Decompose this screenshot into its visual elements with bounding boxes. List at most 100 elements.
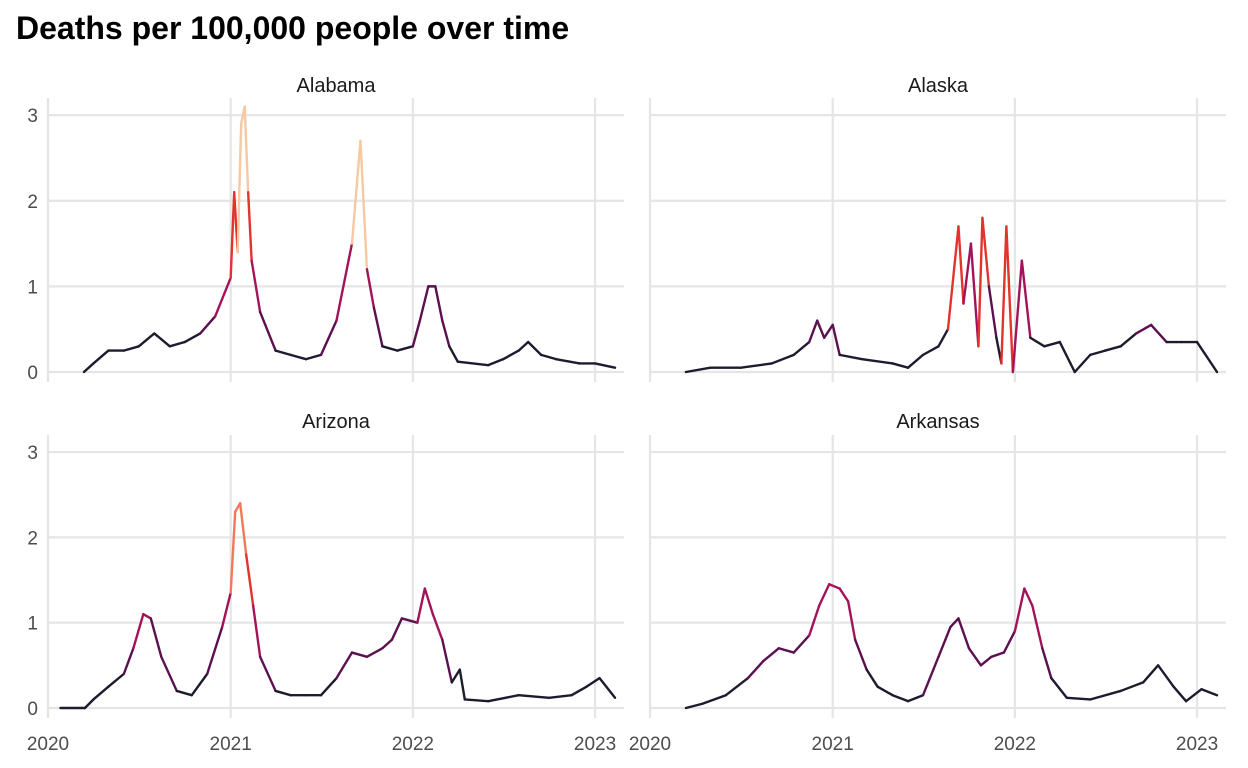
chart-title: Deaths per 100,000 people over time (16, 10, 570, 46)
series-segment (243, 105, 250, 194)
series-segment (423, 587, 435, 616)
series-segment (981, 216, 991, 288)
series-segment (274, 689, 292, 697)
series-segment (396, 345, 415, 352)
series-segment (463, 698, 490, 703)
series-segment (1011, 259, 1024, 374)
series-segment (770, 353, 795, 365)
series-segment (838, 353, 864, 361)
series-segment (229, 510, 237, 595)
y-tick-label: 3 (27, 106, 38, 127)
series-segment (304, 353, 323, 361)
series-segment (335, 651, 354, 680)
series-segment (168, 340, 186, 348)
series-segment (822, 323, 834, 339)
x-tick-label: 2023 (1176, 734, 1218, 755)
series-segment (448, 345, 459, 363)
series-segment (1041, 647, 1053, 680)
series-segment (777, 647, 795, 654)
series-segment (381, 345, 399, 352)
series-segment (487, 357, 505, 367)
series-segment (1073, 353, 1092, 374)
series-segment (570, 685, 588, 697)
series-segment (142, 612, 153, 620)
series-segment (183, 332, 202, 344)
series-segment (1119, 681, 1145, 693)
series-segment (962, 242, 973, 305)
series-segment (853, 638, 868, 671)
series-segment (957, 617, 971, 650)
series-segment (487, 694, 520, 703)
series-segment (122, 345, 141, 352)
series-segment (83, 698, 95, 710)
series-segment (792, 340, 811, 357)
series-segment (1200, 688, 1219, 697)
series-segment (1149, 323, 1168, 344)
series-segment (1000, 225, 1008, 365)
series-segment (1156, 664, 1175, 688)
facet-title: Arizona (302, 411, 371, 433)
series-segment (946, 225, 960, 331)
series-segment (891, 694, 910, 703)
series-segment (937, 625, 952, 659)
series-segment (350, 651, 369, 659)
x-tick-label: 2020 (629, 734, 671, 755)
series-segment (365, 268, 376, 309)
series-segment (92, 685, 110, 701)
series-segment (319, 319, 338, 357)
series-segment (593, 362, 617, 369)
series-segment (107, 672, 126, 688)
series-segment (400, 617, 419, 624)
series-segment (137, 332, 156, 348)
series-segment (335, 242, 354, 322)
series-segment (418, 285, 430, 322)
series-segment (431, 612, 444, 641)
series-segment (526, 340, 543, 357)
series-segment (390, 617, 404, 641)
x-tick-label: 2021 (812, 734, 854, 755)
series-segment (701, 694, 728, 705)
y-tick-label: 0 (27, 363, 38, 384)
series-segment (206, 625, 224, 676)
series-segment (289, 353, 308, 361)
series-segment (153, 332, 171, 348)
series-segment (977, 216, 984, 348)
series-segment (381, 638, 394, 650)
series-segment (1119, 332, 1138, 348)
series-segment (1184, 688, 1203, 703)
series-segment (860, 357, 894, 365)
x-tick-label: 2022 (392, 734, 434, 755)
series-segment (818, 583, 831, 607)
series-segment (1089, 689, 1122, 701)
series-segment (319, 676, 338, 697)
series-segment (585, 676, 601, 688)
series-segment (979, 655, 993, 667)
series-segment (450, 668, 461, 684)
series-segment (258, 310, 277, 352)
series-segment (816, 319, 826, 339)
series-segment (244, 553, 255, 607)
series-segment (199, 315, 217, 335)
series-segment (987, 285, 998, 339)
series-segment (921, 655, 940, 697)
series-segment (1195, 340, 1219, 374)
series-segment (122, 647, 135, 676)
series-segment (547, 694, 573, 699)
series-segment (246, 190, 253, 262)
series-segment (160, 655, 178, 693)
facet-title: Alabama (297, 75, 377, 97)
series-segment (598, 676, 617, 699)
series-segment (82, 362, 95, 374)
series-segment (441, 638, 453, 684)
series-segment (502, 349, 520, 361)
series-segment (838, 587, 850, 603)
series-segment (1141, 664, 1160, 684)
series-segment (214, 276, 232, 318)
series-segment (1002, 630, 1017, 654)
series-segment (746, 659, 765, 680)
series-segment (739, 362, 773, 369)
y-tick-label: 1 (27, 277, 38, 298)
y-tick-label: 0 (27, 699, 38, 720)
series-segment (434, 285, 444, 322)
x-tick-label: 2021 (210, 734, 252, 755)
